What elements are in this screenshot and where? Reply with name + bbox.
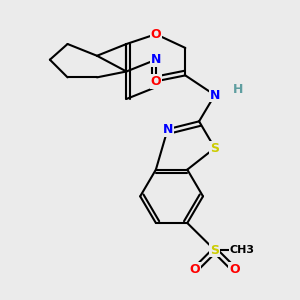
Text: O: O [151, 28, 161, 41]
Text: S: S [210, 142, 219, 154]
Text: N: N [151, 53, 161, 66]
Text: O: O [190, 263, 200, 276]
Text: N: N [163, 123, 173, 136]
Text: H: H [233, 82, 244, 96]
Text: O: O [151, 75, 161, 88]
Text: O: O [229, 263, 240, 276]
Text: CH3: CH3 [230, 245, 255, 255]
Text: S: S [210, 244, 219, 256]
Text: N: N [210, 88, 220, 101]
